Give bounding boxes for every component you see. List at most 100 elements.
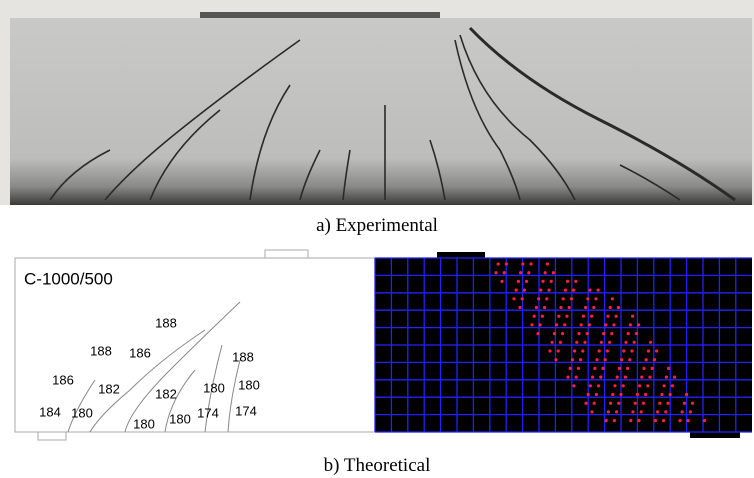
crack-point — [637, 419, 641, 423]
crack-load-label: 182 — [155, 386, 177, 401]
crack-point — [648, 375, 652, 379]
crack-point — [610, 297, 615, 301]
crack-point — [652, 358, 657, 362]
crack-point — [650, 366, 654, 370]
crack-point — [667, 366, 671, 370]
crack-point — [621, 384, 625, 388]
crack-point — [628, 323, 633, 327]
crack-point — [610, 332, 614, 336]
crack-point — [599, 375, 603, 379]
crack-point — [543, 305, 547, 310]
crack-point — [592, 305, 596, 310]
crack-point — [594, 392, 599, 397]
crack-point — [617, 366, 622, 370]
caption: a) Experimental — [316, 215, 438, 236]
crack-point — [538, 323, 542, 327]
crack-point — [680, 410, 684, 414]
crack-point — [613, 384, 617, 388]
crack-point — [597, 384, 601, 388]
crack-point — [559, 305, 563, 310]
crack-point — [703, 419, 707, 423]
crack-point — [576, 366, 581, 370]
crack-point — [504, 262, 508, 266]
crack-point — [581, 349, 585, 353]
crack-point — [605, 349, 610, 353]
crack-point — [500, 279, 504, 283]
crack-point — [518, 305, 522, 310]
crack-point — [573, 349, 577, 353]
crack-point — [666, 401, 670, 405]
crack-load-label: 186 — [52, 372, 74, 387]
crack-point — [590, 410, 594, 414]
crack-point — [586, 392, 590, 397]
crack-point — [644, 392, 648, 397]
fe-mesh — [374, 252, 752, 438]
crack-point — [585, 332, 589, 336]
crack-load-label: 180 — [203, 380, 225, 395]
crack-point — [649, 340, 653, 344]
crack-point — [662, 384, 666, 388]
crack-point — [547, 288, 551, 292]
crack-point — [586, 297, 590, 301]
crack-point — [664, 410, 668, 414]
crack-point — [548, 349, 552, 353]
crack-point — [554, 358, 558, 362]
crack-point — [551, 271, 556, 275]
crack-point — [597, 349, 601, 353]
crack-point — [579, 358, 583, 362]
crack-point — [566, 279, 570, 283]
crack-point — [502, 271, 506, 275]
crack-point — [608, 340, 612, 344]
crack-point — [615, 410, 619, 414]
crack-point — [521, 262, 525, 266]
crack-point — [557, 314, 561, 318]
crack-point — [653, 419, 658, 423]
crack-point — [496, 262, 500, 266]
crack-point — [592, 401, 596, 405]
crack-load-label: 180 — [71, 405, 93, 420]
crack-point — [639, 410, 643, 414]
crack-point — [599, 340, 604, 344]
crack-point — [630, 349, 634, 353]
crack-point — [612, 419, 617, 423]
crack-point — [532, 314, 536, 318]
crack-point — [615, 375, 619, 379]
specimen-label: C-1000/500 — [24, 269, 113, 288]
crack-load-label: 180 — [238, 377, 260, 392]
crack-point — [626, 366, 630, 370]
crack-point — [638, 384, 642, 388]
crack-point — [603, 358, 607, 362]
crack-point — [568, 366, 572, 370]
crack-point — [519, 271, 523, 275]
crack-point — [561, 297, 565, 301]
crack-point — [609, 401, 613, 405]
crack-point — [588, 288, 592, 292]
crack-point — [591, 375, 595, 379]
crack-point — [545, 297, 549, 301]
crack-point — [601, 366, 605, 370]
crack-point — [673, 375, 677, 379]
crack-point — [552, 332, 557, 336]
crack-point — [555, 323, 559, 327]
crack-point — [596, 288, 600, 292]
crack-load-label: 186 — [129, 345, 151, 360]
crack-point — [629, 419, 633, 423]
crack-point — [655, 349, 659, 353]
caption: b) Theoretical — [324, 455, 431, 476]
crack-load-label: 188 — [90, 343, 112, 358]
crack-point — [537, 297, 541, 301]
crack-point — [516, 279, 521, 283]
crack-load-label: 180 — [133, 416, 155, 431]
crack-point — [566, 375, 570, 379]
crack-point — [668, 392, 672, 397]
crack-point — [628, 358, 632, 362]
crack-point — [534, 305, 539, 310]
crack-load-label: 188 — [155, 315, 177, 330]
crack-point — [520, 297, 524, 301]
crack-point — [563, 323, 567, 327]
crack-point — [572, 288, 576, 292]
crack-point — [588, 384, 593, 388]
crack-point — [536, 332, 540, 336]
crack-point — [602, 332, 606, 336]
